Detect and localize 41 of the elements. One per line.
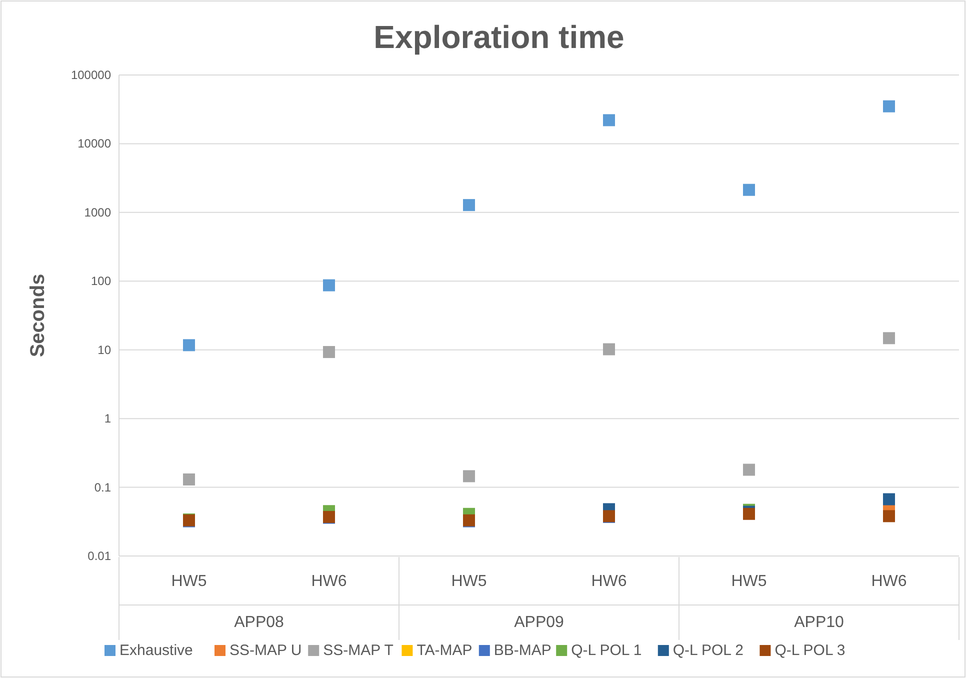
point bbox=[603, 114, 615, 126]
point bbox=[883, 493, 895, 506]
legend-label: SS-MAP U bbox=[230, 642, 302, 659]
legend-label: Q-L POL 3 bbox=[774, 642, 846, 659]
point bbox=[743, 184, 755, 196]
legend-label: Q-L POL 1 bbox=[571, 642, 642, 659]
point bbox=[743, 464, 755, 476]
point bbox=[323, 346, 335, 358]
x-tick-label: HW5 bbox=[731, 573, 767, 590]
x-tick-label: HW5 bbox=[171, 573, 207, 590]
legend-label: BB-MAP bbox=[494, 642, 552, 659]
legend-label: Q-L POL 2 bbox=[672, 642, 744, 659]
point bbox=[183, 473, 195, 486]
y-tick-label: 10 bbox=[98, 342, 112, 357]
chart-title: Exploration time bbox=[374, 19, 624, 55]
y-tick-label: 100000 bbox=[70, 68, 112, 82]
text: APP09 bbox=[514, 614, 564, 631]
legend-label: TA-MAP bbox=[416, 642, 472, 659]
y-tick-label: 0.01 bbox=[88, 549, 112, 563]
text: APP08 bbox=[234, 614, 284, 631]
y-tick-label: 0.1 bbox=[94, 480, 112, 494]
y-tick-label: 1 bbox=[104, 412, 112, 426]
x-tick-label: HW5 bbox=[451, 573, 487, 590]
point bbox=[603, 343, 615, 356]
y-tick-label: 100 bbox=[90, 274, 112, 288]
legend-label: Exhaustive bbox=[120, 642, 193, 659]
point bbox=[883, 100, 895, 112]
point bbox=[463, 199, 475, 212]
y-tick-label: 1000 bbox=[84, 205, 112, 220]
x-tick-label: HW6 bbox=[871, 573, 907, 590]
text: APP10 bbox=[794, 614, 844, 631]
y-tick-label: 10000 bbox=[78, 136, 112, 151]
point bbox=[463, 470, 475, 482]
x-tick-label: HW6 bbox=[311, 573, 347, 590]
point bbox=[883, 332, 895, 344]
point bbox=[323, 279, 335, 292]
y-axis-title: Seconds bbox=[27, 274, 49, 358]
point bbox=[883, 510, 895, 522]
x-tick-label: HW6 bbox=[591, 573, 627, 590]
point bbox=[183, 339, 195, 352]
legend-label: SS-MAP T bbox=[323, 642, 394, 659]
